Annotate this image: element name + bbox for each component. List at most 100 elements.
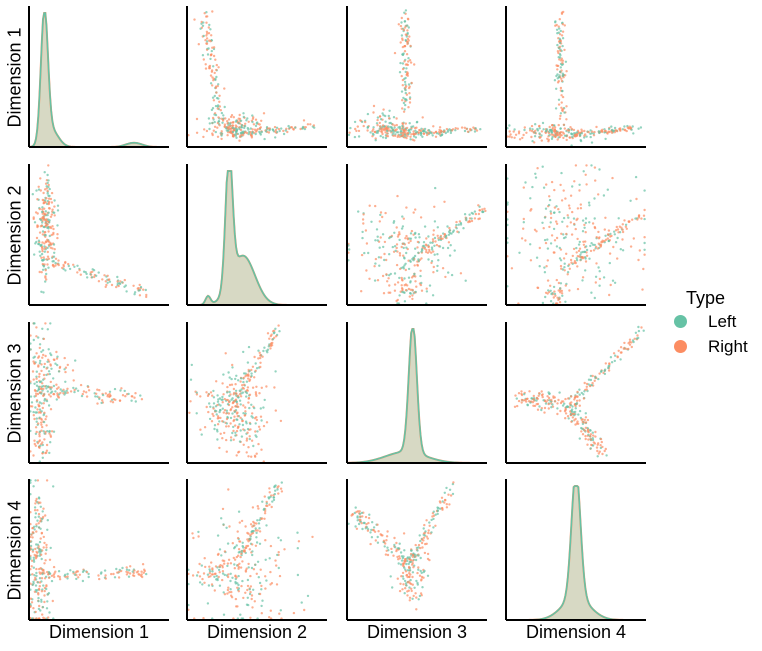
scatter-point	[402, 129, 405, 132]
scatter-point	[429, 241, 432, 244]
scatter-point	[35, 543, 38, 546]
scatter-point	[47, 358, 50, 361]
scatter-point	[211, 394, 214, 397]
scatter-point	[268, 337, 271, 340]
scatter-point	[513, 405, 517, 408]
scatter-point	[533, 228, 537, 231]
scatter-point	[214, 78, 217, 82]
scatter-point	[66, 575, 69, 578]
scatter-point	[353, 135, 357, 139]
scatter-point	[576, 217, 579, 220]
scatter-point	[121, 566, 124, 570]
scatter-point	[434, 135, 438, 138]
scatter-point	[559, 409, 562, 413]
scatter-point	[587, 438, 590, 441]
scatter-point	[239, 377, 243, 380]
scatter-point	[46, 213, 49, 217]
scatter-point	[546, 399, 549, 402]
scatter-point	[38, 231, 42, 234]
scatter-point	[530, 400, 533, 403]
scatter-point	[376, 124, 379, 127]
scatter-point	[373, 279, 377, 282]
scatter-point	[250, 372, 253, 375]
scatter-point	[513, 136, 516, 139]
scatter-point	[263, 495, 266, 498]
scatter-point	[364, 229, 368, 232]
scatter-point	[557, 51, 560, 55]
scatter-point	[269, 347, 272, 350]
scatter-point	[535, 399, 538, 402]
scatter-point	[593, 296, 596, 300]
scatter-point	[432, 271, 435, 274]
scatter-point	[292, 611, 296, 615]
scatter-point	[40, 252, 44, 256]
scatter-point	[403, 11, 406, 14]
scatter-point	[43, 589, 46, 593]
scatter-point	[243, 549, 246, 552]
scatter-point	[432, 125, 435, 128]
scatter-point	[259, 133, 262, 136]
scatter-point	[614, 241, 618, 244]
scatter-point	[445, 127, 449, 131]
scatter-point	[255, 418, 259, 422]
scatter-point	[120, 387, 123, 390]
scatter-point	[405, 93, 409, 96]
scatter-point	[212, 396, 216, 399]
scatter-point	[85, 391, 88, 394]
scatter-point	[569, 395, 573, 398]
scatter-point	[436, 264, 439, 268]
scatter-point	[104, 392, 108, 395]
scatter-point	[617, 217, 620, 220]
scatter-point	[370, 528, 373, 532]
scatter-point	[406, 24, 409, 27]
scatter-point	[221, 578, 224, 582]
scatter-point	[558, 257, 562, 260]
scatter-point	[239, 380, 242, 383]
scatter-point	[257, 349, 260, 352]
scatter-point	[67, 264, 71, 268]
scatter-point	[574, 227, 577, 231]
scatter-point	[436, 512, 439, 516]
scatter-point	[403, 45, 406, 48]
scatter-point	[571, 185, 574, 188]
scatter-point	[263, 398, 266, 402]
scatter-point	[212, 99, 216, 102]
scatter-point	[561, 74, 564, 78]
scatter-point	[564, 408, 567, 411]
scatter-point	[264, 558, 267, 561]
panel-2-2	[186, 164, 327, 306]
scatter-point	[425, 535, 428, 538]
scatter-point	[118, 568, 122, 572]
scatter-point	[583, 136, 586, 139]
scatter-point	[43, 247, 46, 250]
scatter-point	[246, 389, 249, 392]
scatter-point	[447, 241, 451, 244]
scatter-point	[227, 118, 231, 121]
scatter-point	[38, 567, 41, 571]
scatter-point	[222, 613, 226, 616]
scatter-point	[248, 369, 251, 373]
scatter-point	[124, 284, 128, 287]
scatter-point	[373, 130, 377, 133]
scatter-point	[263, 517, 266, 520]
scatter-point	[37, 550, 41, 553]
scatter-point	[396, 194, 399, 198]
scatter-point	[550, 129, 553, 132]
scatter-point	[568, 136, 572, 139]
scatter-point	[217, 97, 220, 100]
scatter-point	[398, 276, 401, 280]
scatter-point	[413, 264, 416, 267]
scatter-point	[553, 188, 556, 192]
scatter-point	[39, 444, 42, 447]
scatter-point	[142, 571, 145, 574]
scatter-point	[124, 395, 127, 398]
scatter-point	[257, 425, 261, 428]
scatter-point	[408, 237, 411, 240]
scatter-point	[592, 249, 596, 252]
scatter-point	[621, 249, 625, 252]
scatter-point	[430, 246, 434, 249]
scatter-point	[423, 225, 427, 228]
scatter-point	[558, 37, 561, 40]
scatter-point	[40, 531, 44, 535]
scatter-point	[216, 126, 219, 129]
